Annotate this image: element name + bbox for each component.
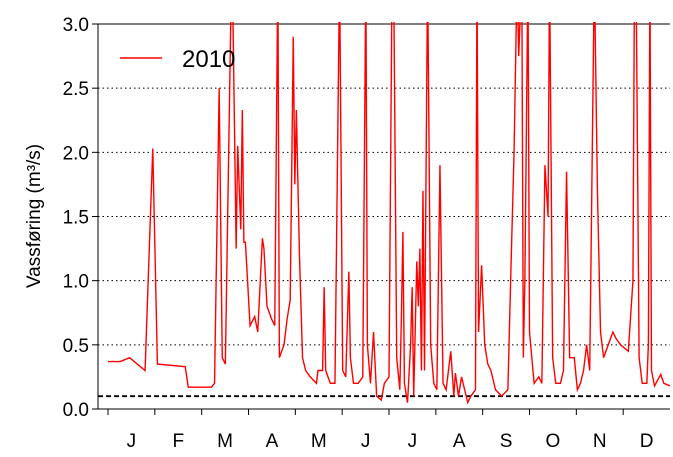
y-tick-label: 3.0	[63, 15, 89, 36]
x-tick-label: A	[453, 431, 466, 452]
y-tick-label: 0.0	[63, 400, 89, 421]
x-tick-label: M	[311, 431, 327, 452]
x-tick-label: S	[500, 431, 513, 452]
x-tick-label: J	[361, 431, 371, 452]
legend-label: 2010	[182, 46, 235, 73]
x-tick-label: J	[127, 431, 137, 452]
x-tick-label: N	[593, 431, 607, 452]
y-axis-label: Vassføring (m³/s)	[24, 144, 45, 288]
x-tick-label: M	[217, 431, 233, 452]
x-tick-label: F	[172, 431, 184, 452]
y-tick-label: 0.5	[63, 336, 89, 357]
x-tick-label: J	[408, 431, 418, 452]
y-tick-label: 2.0	[63, 143, 89, 164]
y-tick-label: 1.0	[63, 272, 89, 293]
y-tick-label: 1.5	[63, 208, 89, 229]
x-tick-label: D	[640, 431, 654, 452]
x-tick-label: O	[546, 431, 561, 452]
x-tick-label: A	[266, 431, 279, 452]
data-line	[108, 22, 671, 405]
plot-area	[108, 22, 671, 405]
y-tick-label: 2.5	[63, 79, 89, 100]
